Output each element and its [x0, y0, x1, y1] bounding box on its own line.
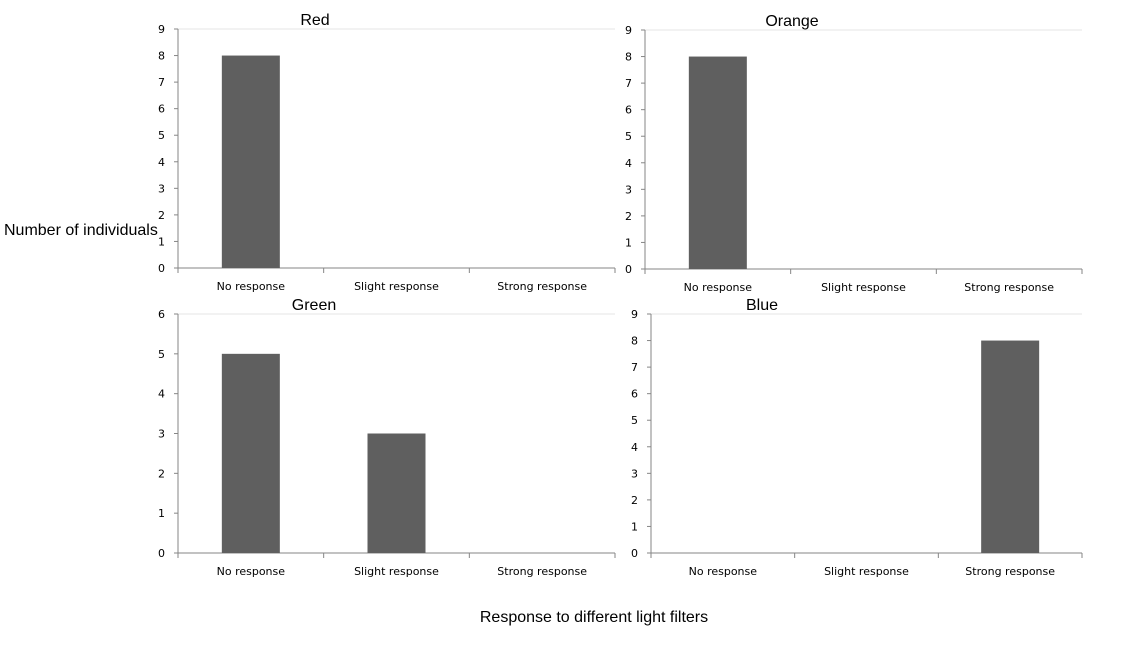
chart-panel-red: 0 1 2 3 4 5 6 7 8 9 No response Slight response Stro… — [158, 12, 616, 293]
y-tick-label: 6 — [158, 308, 165, 321]
x-tick-label: Strong response — [497, 280, 587, 293]
y-tick-label: 7 — [631, 361, 638, 374]
y-tick-label: 5 — [158, 348, 165, 361]
chart-panel-orange: 0 1 2 3 4 5 6 7 8 9 No response Slight response Stro… — [625, 13, 1083, 294]
y-tick-label: 4 — [158, 156, 165, 169]
x-tick-label: Slight response — [354, 280, 439, 293]
y-tick-label: 0 — [625, 263, 632, 276]
x-tick-label: No response — [217, 565, 286, 578]
x-tick-label: No response — [689, 565, 758, 578]
y-tick-label: 9 — [631, 308, 638, 321]
y-tick-label: 8 — [158, 50, 165, 63]
y-tick-label: 5 — [625, 130, 632, 143]
y-tick-label: 6 — [625, 104, 632, 117]
y-tick-label: 3 — [158, 182, 165, 195]
y-tick-label: 8 — [625, 51, 632, 64]
chart-title: Red — [300, 12, 329, 29]
chart-title: Blue — [746, 297, 778, 314]
y-tick-label: 1 — [631, 520, 638, 533]
chart-panel-blue: 0 1 2 3 4 5 6 7 8 9 No response Slight response Stro… — [631, 297, 1083, 578]
chart-title: Orange — [765, 13, 818, 30]
chart-title: Green — [292, 297, 336, 314]
bar-no-response — [221, 353, 280, 553]
bar-no-response — [221, 55, 280, 268]
y-tick-label: 6 — [158, 103, 165, 116]
y-tick-label: 9 — [625, 24, 632, 37]
y-tick-label: 4 — [158, 388, 165, 401]
chart-panel-green: 0 1 2 3 4 5 6 No response Slight response Strong … — [158, 297, 616, 578]
y-tick-label: 2 — [158, 209, 165, 222]
x-tick-label: No response — [684, 281, 753, 294]
y-tick-label: 4 — [625, 157, 632, 170]
x-tick-label: Strong response — [964, 281, 1054, 294]
y-tick-label: 2 — [158, 467, 165, 480]
y-tick-label: 1 — [625, 236, 632, 249]
x-tick-label: No response — [217, 280, 286, 293]
y-tick-label: 7 — [625, 77, 632, 90]
x-tick-label: Slight response — [354, 565, 439, 578]
y-tick-label: 1 — [158, 235, 165, 248]
x-tick-label: Strong response — [965, 565, 1055, 578]
y-tick-label: 3 — [631, 467, 638, 480]
y-tick-label: 3 — [158, 428, 165, 441]
y-axis-label: Number of individuals — [4, 222, 158, 239]
y-tick-label: 0 — [158, 262, 165, 275]
y-tick-label: 3 — [625, 183, 632, 196]
y-tick-label: 4 — [631, 441, 638, 454]
bar-no-response — [688, 56, 747, 269]
x-tick-label: Slight response — [821, 281, 906, 294]
y-tick-label: 6 — [631, 388, 638, 401]
y-tick-label: 0 — [158, 547, 165, 560]
y-tick-label: 1 — [158, 507, 165, 520]
y-tick-label: 8 — [631, 335, 638, 348]
y-tick-label: 2 — [631, 494, 638, 507]
y-tick-label: 7 — [158, 76, 165, 89]
bar-slight-response — [367, 433, 426, 553]
y-tick-label: 0 — [631, 547, 638, 560]
y-tick-label: 5 — [158, 129, 165, 142]
x-tick-label: Strong response — [497, 565, 587, 578]
x-tick-label: Slight response — [824, 565, 909, 578]
y-tick-label: 5 — [631, 414, 638, 427]
x-axis-label: Response to different light filters — [480, 609, 708, 626]
bar-strong-response — [981, 340, 1040, 553]
y-tick-label: 2 — [625, 210, 632, 223]
y-tick-label: 9 — [158, 23, 165, 36]
